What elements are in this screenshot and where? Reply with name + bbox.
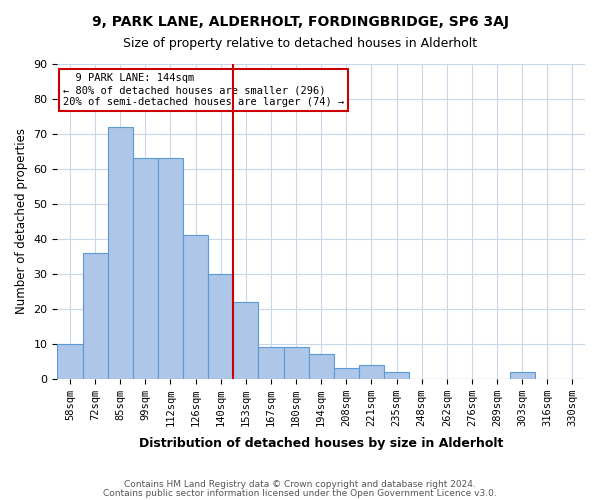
Bar: [208, 274, 233, 378]
Bar: [284, 347, 308, 378]
Y-axis label: Number of detached properties: Number of detached properties: [15, 128, 28, 314]
Bar: [107, 127, 133, 378]
Text: Contains public sector information licensed under the Open Government Licence v3: Contains public sector information licen…: [103, 489, 497, 498]
Text: Contains HM Land Registry data © Crown copyright and database right 2024.: Contains HM Land Registry data © Crown c…: [124, 480, 476, 489]
Bar: [158, 158, 183, 378]
Bar: [259, 347, 284, 378]
Bar: [183, 236, 208, 378]
Bar: [384, 372, 409, 378]
Text: 9, PARK LANE, ALDERHOLT, FORDINGBRIDGE, SP6 3AJ: 9, PARK LANE, ALDERHOLT, FORDINGBRIDGE, …: [91, 15, 509, 29]
Bar: [509, 372, 535, 378]
Bar: [334, 368, 359, 378]
Bar: [58, 344, 83, 378]
Bar: [308, 354, 334, 378]
Text: 9 PARK LANE: 144sqm  
← 80% of detached houses are smaller (296)
20% of semi-det: 9 PARK LANE: 144sqm ← 80% of detached ho…: [62, 74, 344, 106]
Bar: [233, 302, 259, 378]
Bar: [83, 253, 107, 378]
Bar: [133, 158, 158, 378]
X-axis label: Distribution of detached houses by size in Alderholt: Distribution of detached houses by size …: [139, 437, 503, 450]
Bar: [359, 364, 384, 378]
Text: Size of property relative to detached houses in Alderholt: Size of property relative to detached ho…: [123, 38, 477, 51]
